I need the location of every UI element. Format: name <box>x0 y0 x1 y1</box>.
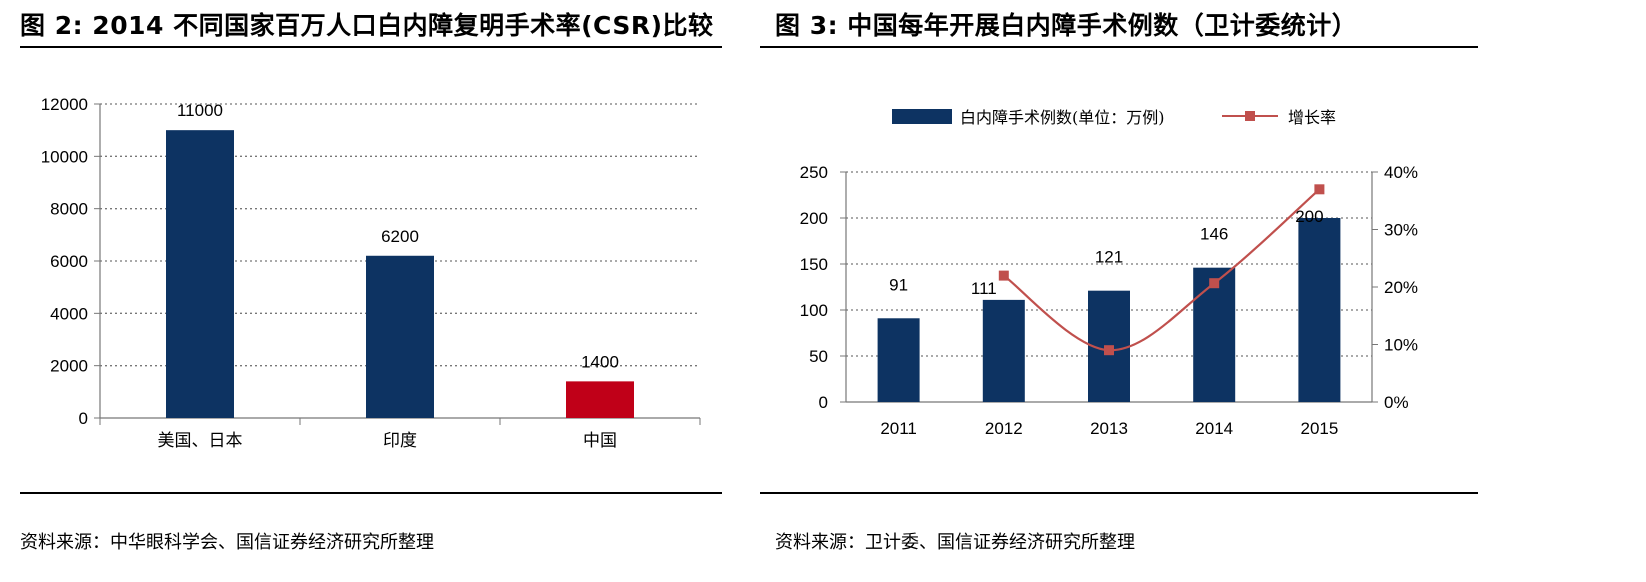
bar <box>166 130 234 418</box>
data-label: 146 <box>1200 225 1228 244</box>
figure-3-title: 图 3: 中国每年开展白内障手术例数（卫计委统计） <box>775 11 1358 40</box>
legend-marker <box>1245 111 1255 121</box>
data-label: 11000 <box>177 101 223 120</box>
y-tick-label-left: 50 <box>809 347 828 366</box>
bar <box>566 381 634 418</box>
figure-2-source: 资料来源：中华眼科学会、国信证券经济研究所整理 <box>20 532 434 553</box>
data-label: 91 <box>889 275 908 294</box>
figure-2-panel: 图 2: 2014 不同国家百万人口白内障复明手术率(CSR)比较 0 2000 4… <box>0 0 740 582</box>
x-tick-label: 2013 <box>1090 419 1128 438</box>
figure-3-bottom-rule <box>760 492 1478 494</box>
growth-rate-line <box>1003 188 1321 352</box>
growth-rate-marker <box>1104 345 1114 356</box>
surgery-count-combo-chart: 白内障手术例数(单位：万例) 增长率 0 50 100 150 200 250 0% 10% 20%… <box>800 108 1418 438</box>
x-tick-label: 印度 <box>383 431 417 451</box>
y-tick-label-right: 20% <box>1384 278 1418 297</box>
figure-3-source: 资料来源：卫计委、国信证券经济研究所整理 <box>775 532 1135 553</box>
x-tick-label: 中国 <box>583 431 617 451</box>
growth-rate-marker <box>1314 184 1325 195</box>
y-tick-label-right: 0% <box>1384 393 1409 412</box>
data-label: 111 <box>971 279 997 298</box>
y-tick-label: 10000 <box>41 147 88 166</box>
y-tick-label-left: 100 <box>800 301 828 320</box>
figure-3-top-rule <box>760 46 1478 48</box>
data-label: 200 <box>1295 207 1323 226</box>
y-tick-label: 2000 <box>50 357 88 376</box>
x-tick-label: 2011 <box>880 419 917 438</box>
y-tick-label-right: 30% <box>1384 221 1418 240</box>
legend-swatch-bar <box>892 109 952 124</box>
x-tick-label: 2015 <box>1300 419 1338 438</box>
y-tick-label-left: 250 <box>800 163 828 182</box>
y-tick-label: 8000 <box>50 200 88 219</box>
figure-3-panel: 图 3: 中国每年开展白内障手术例数（卫计委统计） 白内障手术例数(单位：万例)… <box>760 0 1500 582</box>
data-label: 1400 <box>581 352 619 371</box>
bar <box>1193 267 1236 402</box>
x-tick-label: 美国、日本 <box>158 431 243 451</box>
y-tick-label-left: 0 <box>819 393 828 412</box>
figure-2-top-rule <box>20 46 722 48</box>
bar <box>366 255 434 418</box>
bar <box>877 318 920 402</box>
legend-label: 增长率 <box>1288 108 1336 127</box>
bar <box>982 299 1025 402</box>
growth-rate-marker <box>1209 278 1220 289</box>
x-tick-label: 2012 <box>985 419 1023 438</box>
x-tick-label: 2014 <box>1195 419 1233 438</box>
y-tick-label: 0 <box>79 409 88 428</box>
y-tick-label: 6000 <box>50 252 88 271</box>
data-label: 121 <box>1095 248 1123 267</box>
figure-2-bottom-rule <box>20 492 722 494</box>
growth-rate-marker <box>998 270 1009 281</box>
y-tick-label-right: 40% <box>1384 163 1418 182</box>
bar <box>1298 218 1341 402</box>
y-tick-label-left: 200 <box>800 209 828 228</box>
y-tick-label-left: 150 <box>800 255 828 274</box>
y-tick-label: 4000 <box>50 304 88 323</box>
data-label: 6200 <box>381 227 419 246</box>
y-tick-label-right: 10% <box>1384 336 1418 355</box>
legend-label: 白内障手术例数(单位：万例) <box>960 108 1165 127</box>
figure-2-title: 图 2: 2014 不同国家百万人口白内障复明手术率(CSR)比较 <box>20 11 714 40</box>
y-tick-label: 12000 <box>41 95 88 114</box>
csr-bar-chart: 0 2000 4000 6000 8000 10000 12000 11000 美国、日本 620… <box>41 95 701 451</box>
